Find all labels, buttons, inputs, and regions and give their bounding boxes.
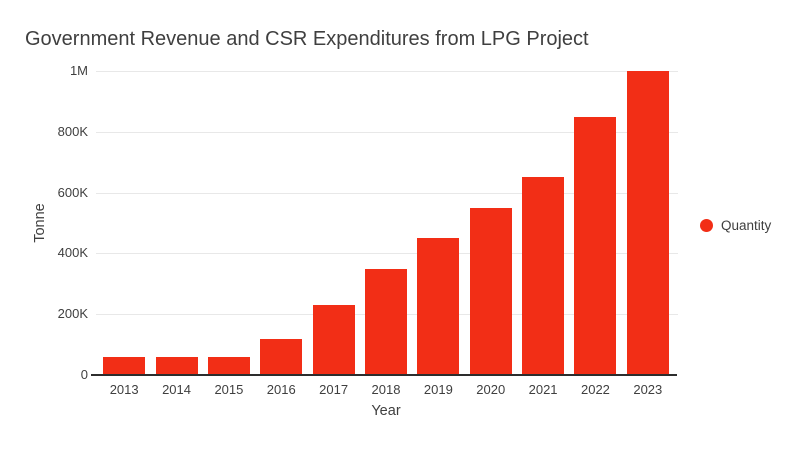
- x-tick-label-2013: 2013: [109, 382, 139, 397]
- x-tick-label-2022: 2022: [580, 382, 610, 397]
- y-tick-label-1M: 1M: [69, 63, 88, 78]
- legend-item-quantity[interactable]: Quantity: [700, 218, 771, 233]
- bar-2016: [260, 338, 303, 375]
- bar-2013: [103, 356, 146, 375]
- x-tick-label-2020: 2020: [476, 382, 506, 397]
- x-tick-label-2015: 2015: [214, 382, 244, 397]
- x-axis-line: [91, 374, 677, 376]
- gridline-800K: [96, 131, 678, 133]
- plot-area: [91, 71, 678, 376]
- x-tick-label-2016: 2016: [266, 382, 296, 397]
- bar-2023: [626, 71, 669, 375]
- x-axis-title: Year: [371, 403, 401, 419]
- y-tick-label-600K: 600K: [57, 184, 88, 200]
- bar-2017: [312, 305, 355, 375]
- y-tick-label-800K: 800K: [57, 123, 88, 139]
- x-tick-label-2023: 2023: [633, 382, 663, 397]
- x-axis-tick-labels: 2013 2014 2015 2016 2017 2018 2019 2020 2021 2022…: [98, 382, 674, 398]
- gridline-600K: [96, 192, 678, 194]
- bar-2020: [469, 207, 512, 375]
- bar-2019: [417, 238, 460, 375]
- x-tick-label-2019: 2019: [423, 382, 453, 397]
- y-tick-label-400K: 400K: [57, 245, 88, 261]
- x-tick-label-2018: 2018: [371, 382, 401, 397]
- bar-2018: [365, 268, 407, 375]
- x-tick-label-2017: 2017: [319, 382, 349, 397]
- legend-label: Quantity: [721, 218, 772, 233]
- gridline-400K: [96, 253, 678, 255]
- x-tick-label-2014: 2014: [162, 382, 191, 397]
- y-axis-tick-labels: 0 200K 400K 600K 800K 1M: [0, 63, 88, 382]
- legend-marker-circle-icon: [700, 219, 713, 232]
- bar-2022: [574, 116, 617, 375]
- gridline-1M: [96, 71, 678, 72]
- x-tick-label-2021: 2021: [528, 382, 558, 397]
- bar-2015: [207, 356, 250, 375]
- chart-title: Government Revenue and CSR Expenditures …: [25, 28, 589, 50]
- y-tick-label-0: 0: [80, 367, 88, 382]
- y-tick-label-200K: 200K: [57, 306, 88, 322]
- bar-2014: [155, 356, 198, 375]
- bar-2021: [522, 177, 565, 375]
